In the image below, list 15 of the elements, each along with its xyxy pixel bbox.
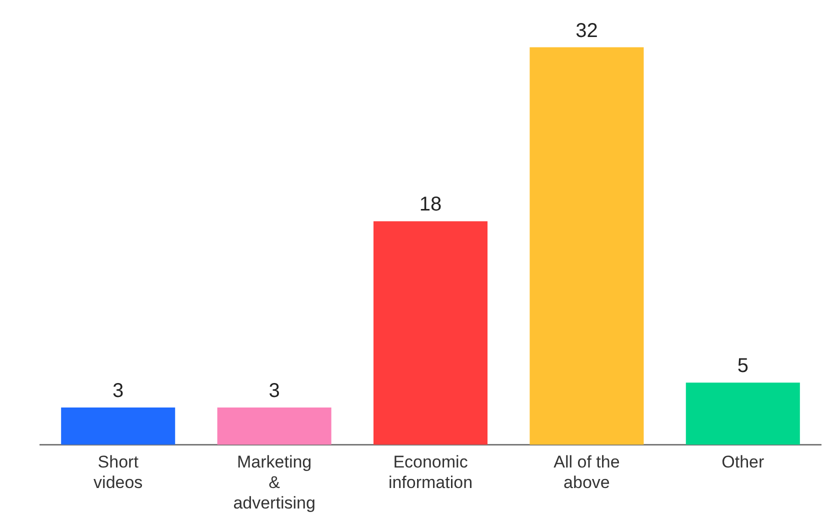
data-label: 18	[419, 194, 442, 216]
x-tick-label: Other	[722, 452, 764, 472]
data-label: 32	[576, 20, 598, 42]
bar	[373, 221, 488, 445]
x-tick-label: Economic information	[388, 452, 473, 492]
bar	[217, 408, 332, 445]
data-label: 5	[737, 355, 748, 378]
data-label: 3	[268, 380, 280, 402]
data-label: 3	[112, 380, 124, 402]
x-tick-label: All of the above	[554, 452, 620, 492]
x-tick-label: Short videos	[94, 452, 143, 492]
x-tick-label: Marketing & advertising	[233, 452, 316, 512]
bar	[61, 408, 176, 445]
bar	[530, 47, 644, 445]
bar	[686, 382, 800, 445]
